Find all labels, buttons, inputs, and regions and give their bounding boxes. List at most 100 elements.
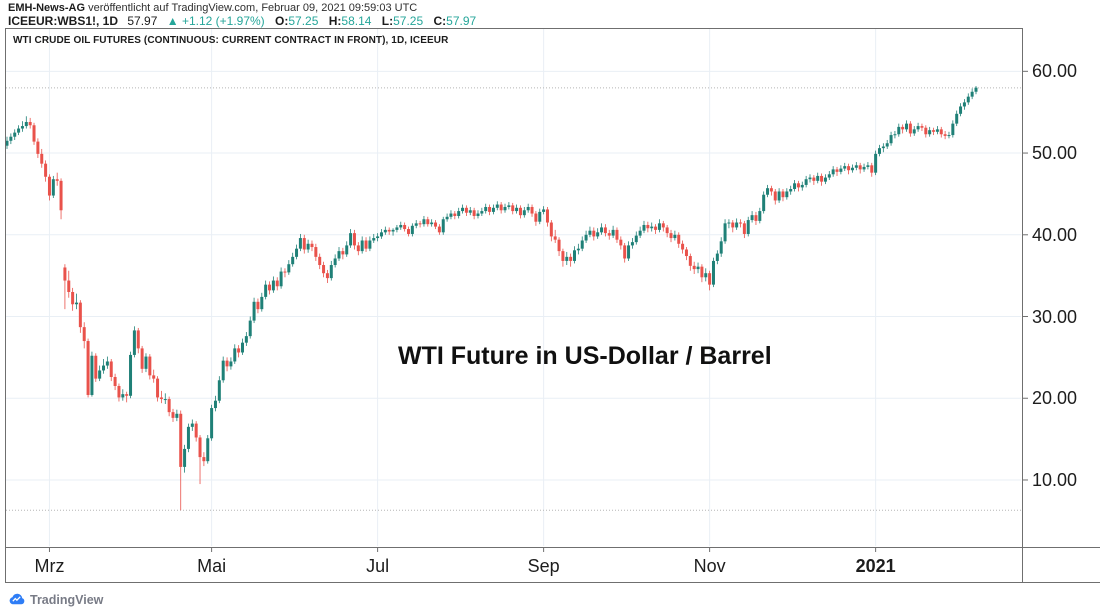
candle-body (785, 191, 789, 198)
candle-body (557, 239, 561, 252)
price-change: ▲ +1.12 (+1.97%) (166, 14, 265, 28)
candle-body (704, 273, 708, 278)
candle-body (364, 240, 368, 249)
candle-body (217, 380, 221, 401)
candle-body (140, 348, 144, 369)
candle-body (650, 226, 654, 229)
x-axis-label: Mrz (34, 556, 65, 576)
candle-body (634, 235, 638, 243)
candle-body (90, 355, 94, 395)
candle-body (461, 207, 465, 212)
candle-body (368, 240, 372, 249)
candle-body (406, 229, 410, 234)
candle-body (530, 206, 534, 214)
candle-body (746, 220, 750, 234)
tradingview-logo[interactable]: TradingView (8, 591, 103, 608)
high-label: H: (328, 14, 342, 28)
chart-annotation: WTI Future in US-Dollar / Barrel (398, 342, 772, 370)
candle-body (271, 280, 275, 291)
candle-wick (161, 390, 162, 404)
candle-body (287, 264, 291, 273)
candle-body (314, 247, 318, 257)
x-axis-label: Sep (527, 556, 560, 576)
x-axis-label: Nov (693, 556, 726, 576)
y-axis-label: 50.00 (1032, 143, 1078, 164)
candle-body (306, 243, 310, 250)
candle-body (515, 207, 519, 212)
high-value: 58.14 (341, 14, 372, 28)
candle-body (387, 229, 391, 232)
candle-body (310, 243, 314, 248)
candle-body (831, 169, 835, 175)
y-axis-label: 40.00 (1032, 224, 1078, 245)
candle-body (588, 230, 592, 235)
candle-body (457, 211, 461, 216)
candle-body (221, 360, 225, 381)
candle-body (920, 126, 924, 128)
candle-body (74, 302, 78, 305)
candle-body (71, 291, 75, 305)
candle-body (341, 251, 345, 255)
candle-body (499, 204, 503, 211)
candle-body (256, 301, 260, 310)
candle-body (545, 209, 549, 223)
candle-body (974, 87, 978, 92)
candle-body (673, 234, 677, 239)
candle-body (237, 348, 241, 353)
candle-body (569, 256, 573, 261)
candle-body (692, 265, 696, 270)
candle-wick (284, 268, 286, 278)
candle-body (928, 130, 932, 135)
candle-wick (126, 391, 128, 403)
candle-body (445, 216, 449, 220)
candle-body (905, 123, 909, 130)
candle-body (171, 412, 175, 418)
candle-body (434, 222, 438, 227)
candle-body (51, 179, 55, 196)
candle-body (727, 222, 731, 224)
candle-body (59, 180, 63, 211)
candle-body (264, 284, 268, 297)
candle-body (711, 260, 715, 285)
candle-body (275, 280, 279, 287)
candle-wick (76, 293, 77, 310)
candle-body (688, 256, 692, 266)
candle-body (657, 223, 661, 230)
candle-body (580, 240, 584, 249)
candle-body (962, 102, 966, 107)
candle-body (32, 125, 36, 142)
candle-body (750, 215, 754, 221)
candle-body (573, 250, 577, 261)
candle-body (665, 227, 669, 234)
candle-body (696, 266, 700, 270)
candle-body (210, 408, 214, 439)
candle-body (410, 225, 414, 234)
open-value: 57.25 (288, 14, 319, 28)
candle-body (623, 245, 627, 259)
candle-body (345, 245, 349, 255)
candle-body (40, 153, 44, 164)
candle-body (376, 236, 380, 239)
candle-body (584, 234, 588, 241)
candle-body (600, 227, 604, 233)
candle-body (723, 223, 727, 242)
candle-body (866, 165, 870, 167)
candle-body (291, 256, 295, 265)
candle-body (144, 356, 148, 369)
candle-body (603, 227, 607, 234)
y-axis-label: 10.00 (1032, 469, 1078, 490)
candle-body (422, 219, 426, 225)
candle-wick (392, 228, 394, 236)
candle-body (349, 233, 353, 246)
candle-body (935, 129, 939, 132)
candle-body (44, 163, 48, 177)
candle-body (796, 183, 800, 188)
x-axis-label: Jul (366, 556, 390, 576)
candle-body (762, 194, 766, 212)
candle-body (295, 248, 299, 257)
candle-body (28, 121, 32, 126)
candle-body (654, 226, 658, 230)
low-label: L: (381, 14, 394, 28)
candle-body (646, 224, 650, 229)
candle-body (426, 219, 430, 225)
